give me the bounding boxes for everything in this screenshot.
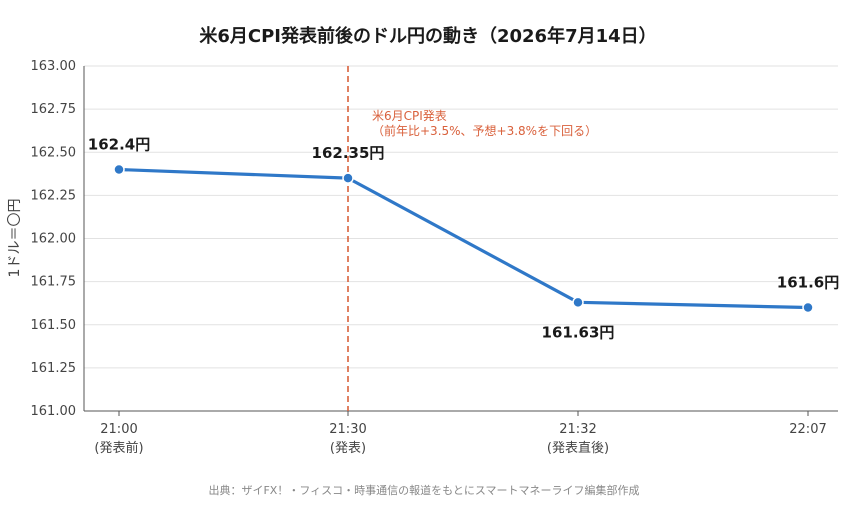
data-labels: 162.4円 162.35円 161.63円 161.6円 bbox=[88, 136, 839, 342]
annotation-detail: （前年比+3.5%、予想+3.8%を下回る） bbox=[372, 123, 597, 138]
data-label: 161.6円 bbox=[777, 274, 839, 292]
data-label: 161.63円 bbox=[542, 323, 615, 341]
y-tick-label: 162.75 bbox=[31, 102, 77, 117]
cpi-annotation: 米6月CPI発表（前年比+3.5%、予想+3.8%を下回る） bbox=[347, 66, 597, 411]
x-tick-labels: 21:00 (発表前) 21:30 (発表) 21:32 (発表直後) 22:07 bbox=[94, 411, 827, 456]
y-tick-label: 162.00 bbox=[31, 232, 77, 247]
x-tick-note: (発表前) bbox=[94, 440, 143, 456]
x-tick-note: (発表直後) bbox=[547, 441, 609, 456]
y-tick-label: 162.25 bbox=[31, 188, 77, 203]
data-label: 162.35円 bbox=[312, 144, 385, 162]
y-tick-label: 161.50 bbox=[31, 318, 77, 333]
data-point bbox=[572, 296, 584, 309]
y-tick-label: 163.00 bbox=[31, 59, 77, 74]
x-tick-time: 22:07 bbox=[789, 422, 826, 437]
y-axis-label: 1ドル＝〇円 bbox=[7, 199, 23, 278]
data-point bbox=[113, 163, 125, 176]
series-usdjpy bbox=[113, 163, 814, 314]
data-label: 162.4円 bbox=[88, 136, 150, 154]
data-point bbox=[802, 301, 814, 314]
x-tick-time: 21:32 bbox=[559, 422, 596, 437]
y-tick-label: 162.50 bbox=[31, 145, 77, 160]
data-point bbox=[342, 172, 354, 184]
y-tick-label: 161.25 bbox=[31, 361, 77, 376]
y-tick-label: 161.75 bbox=[31, 275, 77, 290]
y-tick-labels: 161.00 161.25 161.50 161.75 162.00 162.25 162.… bbox=[31, 59, 77, 419]
series-line bbox=[117, 167, 810, 310]
annotation-title: 米6月CPI発表 bbox=[372, 109, 447, 123]
x-tick-time: 21:00 bbox=[100, 422, 137, 437]
axes bbox=[83, 66, 838, 412]
y-tick-label: 161.00 bbox=[31, 404, 77, 419]
chart-title: 米6月CPI発表前後のドル円の動き（2026年7月14日） bbox=[199, 25, 656, 47]
source-note: 出典：ザイFX！・フィスコ・時事通信の報道をもとにスマートマネーライフ編集部作成 bbox=[208, 483, 639, 497]
x-tick-time: 21:30 bbox=[329, 422, 366, 437]
x-tick-note: (発表) bbox=[330, 441, 366, 456]
